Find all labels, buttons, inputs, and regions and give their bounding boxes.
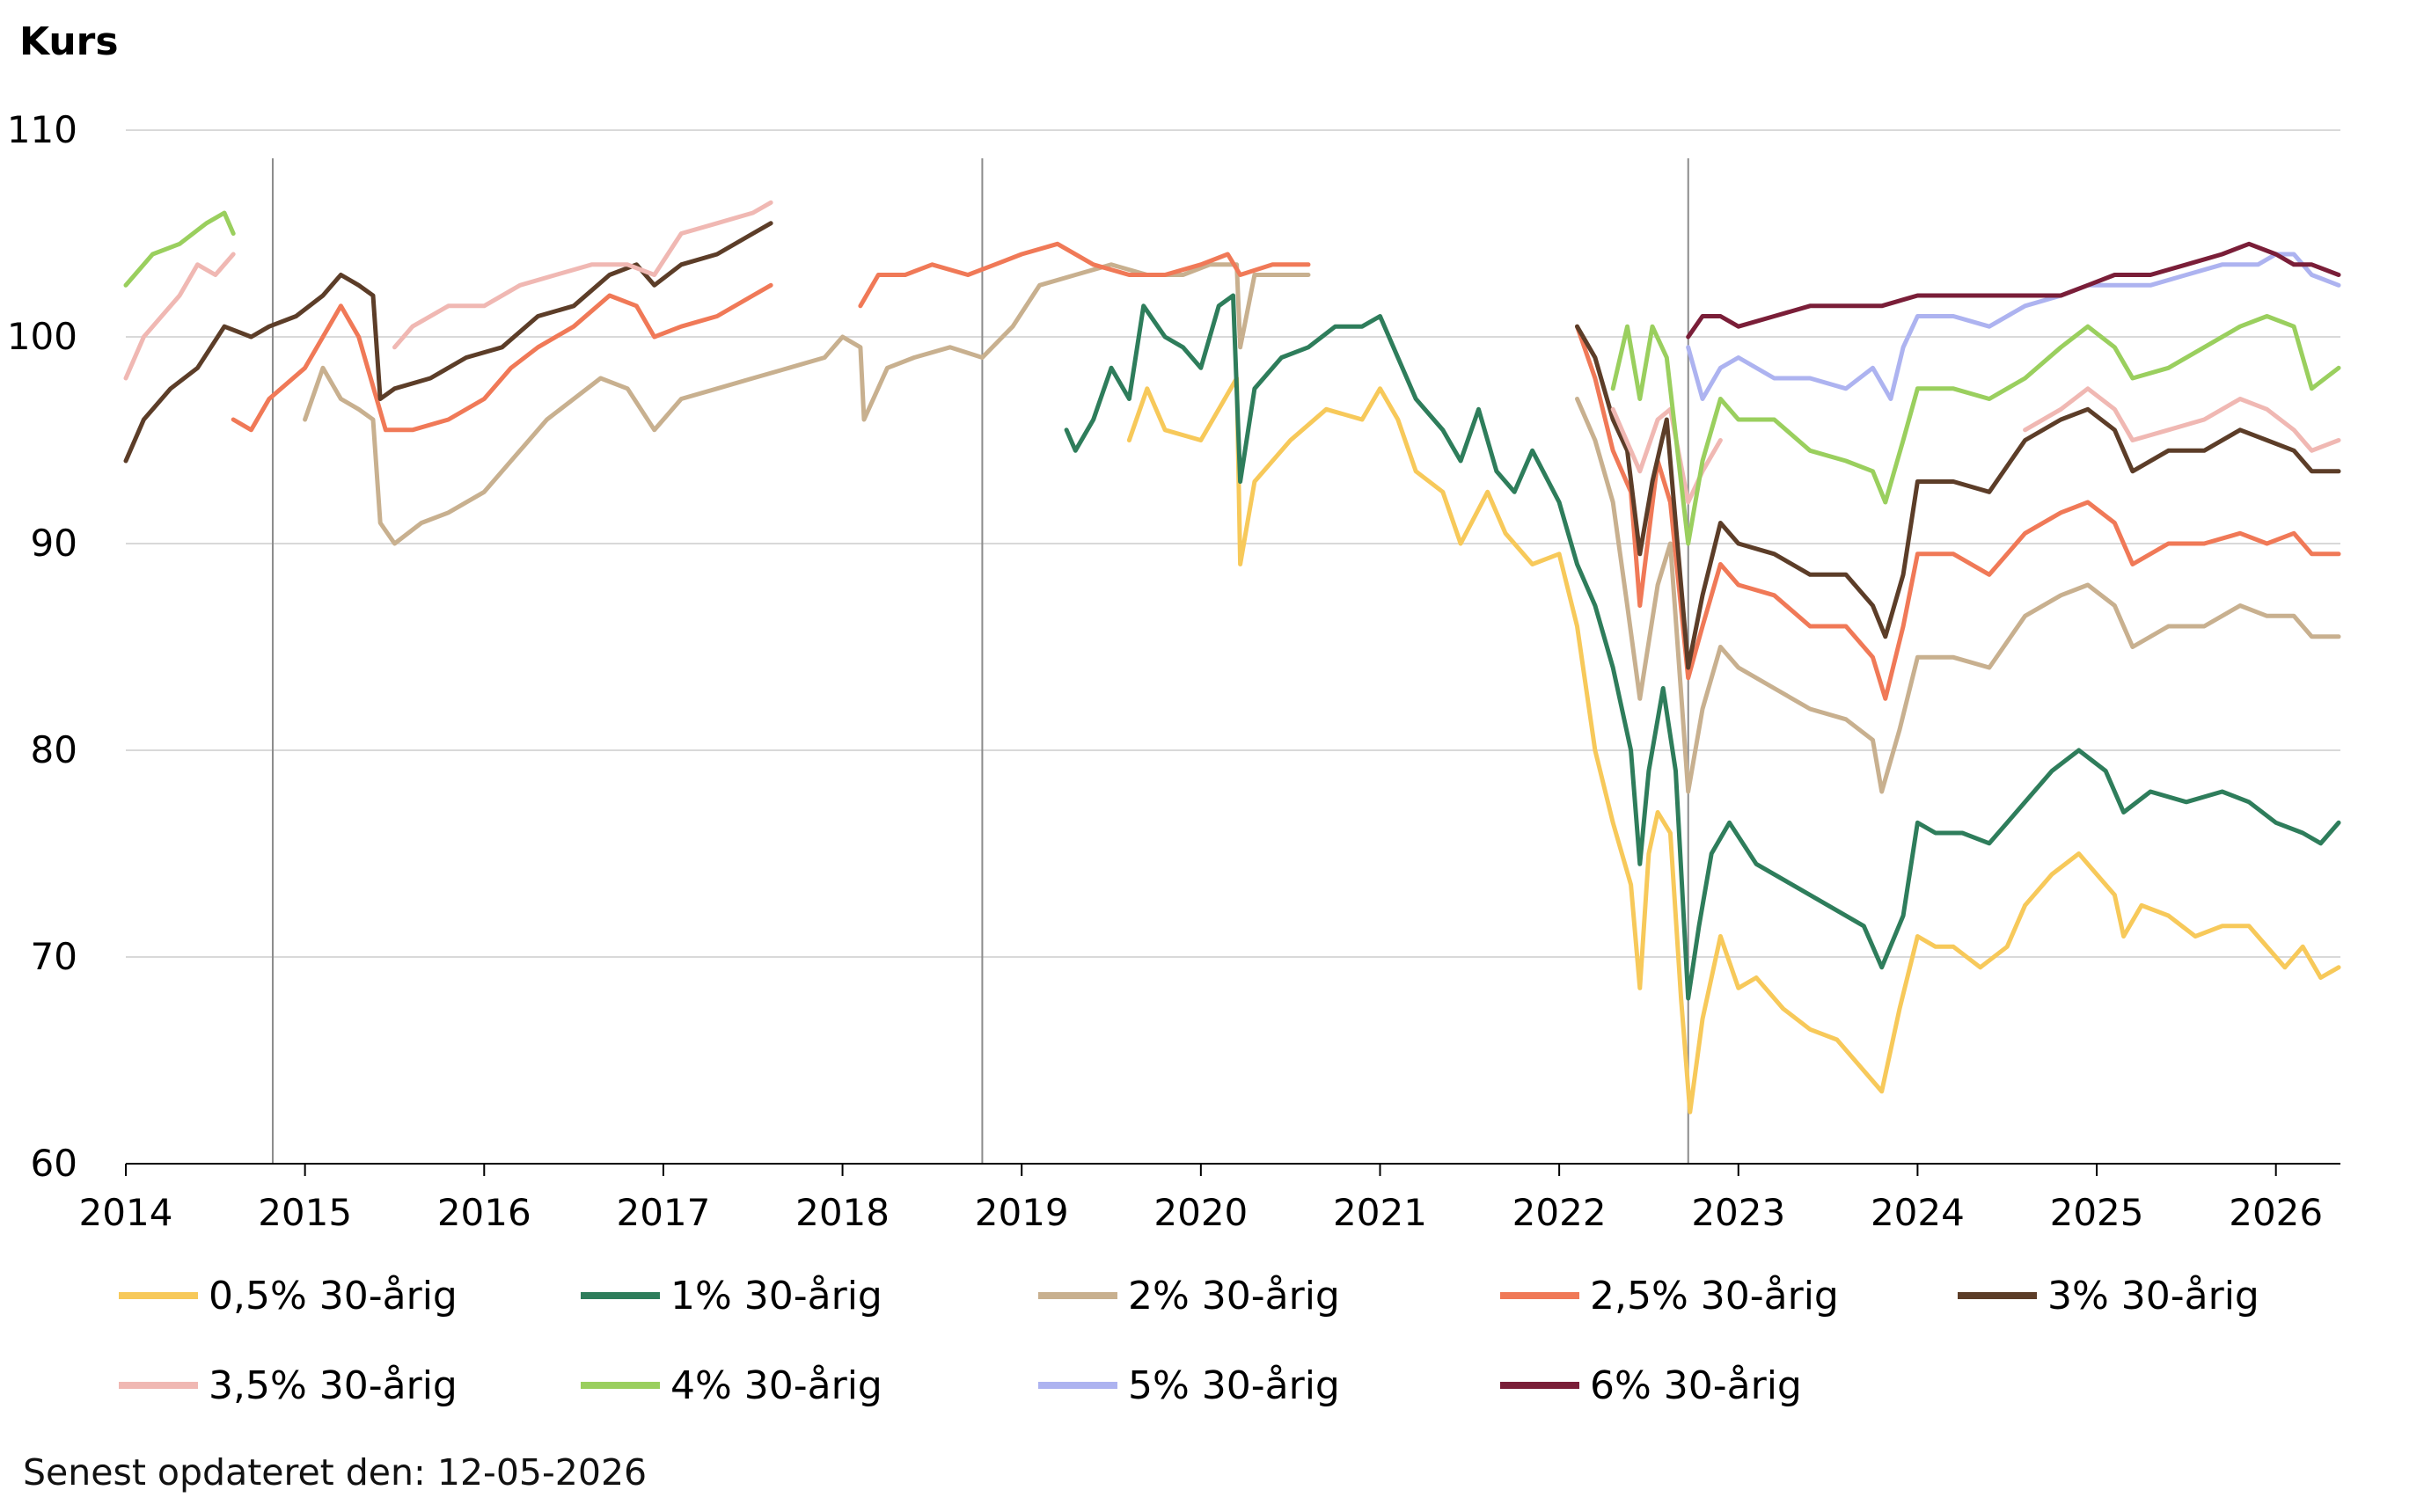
series-line [1575, 397, 2341, 794]
series-4 [231, 241, 2341, 701]
x-tick-label: 2016 [437, 1191, 531, 1234]
x-tick-label: 2019 [975, 1191, 1069, 1234]
series-5 [123, 221, 2341, 670]
series-9 [1686, 241, 2341, 340]
series-line [1686, 241, 2341, 340]
x-tick-label: 2015 [258, 1191, 352, 1234]
series-2 [1064, 293, 2341, 1001]
x-tick-label: 2022 [1512, 1191, 1607, 1234]
series-8 [1686, 252, 2341, 401]
x-tick-label: 2024 [1871, 1191, 1965, 1234]
x-tick-label: 2017 [616, 1191, 710, 1234]
x-tick-label: 2023 [1691, 1191, 1785, 1234]
series-lines [123, 200, 2341, 1114]
x-tick-label: 2014 [79, 1191, 173, 1234]
series-line [858, 241, 1311, 309]
y-tick-label: 90 [31, 522, 77, 565]
series-line [1575, 324, 2341, 701]
y-axis-title: Kurs [19, 19, 119, 64]
gridlines [126, 129, 2340, 958]
series-line [1126, 376, 2341, 1114]
series-line [2023, 386, 2341, 453]
y-tick-label: 60 [31, 1142, 77, 1185]
x-tick-label: 2026 [2229, 1191, 2323, 1234]
series-1 [1126, 376, 2341, 1114]
series-line [1575, 324, 2341, 670]
series-line [392, 200, 773, 350]
series-line [1064, 293, 2341, 1001]
x-tick-label: 2025 [2050, 1191, 2144, 1234]
y-tick-label: 100 [7, 315, 77, 358]
x-tick-label: 2020 [1153, 1191, 1248, 1234]
x-tick-label: 2021 [1333, 1191, 1427, 1234]
series-line [123, 252, 236, 381]
series-line [123, 210, 236, 288]
series-line [1610, 314, 2341, 546]
x-tick-label: 2018 [795, 1191, 890, 1234]
series-line [1686, 252, 2341, 401]
series-7 [123, 210, 2341, 546]
axes: 60 70 80 90 100 110 2014 2015 2016 2017 2018 2019 20… [7, 108, 2340, 1234]
series-line [231, 282, 773, 433]
y-tick-label: 70 [31, 935, 77, 978]
y-tick-label: 110 [7, 108, 77, 151]
vertical-markers [271, 158, 1689, 1164]
series-6 [123, 200, 2341, 505]
series-line [123, 221, 773, 464]
last-updated-note: Senest opdateret den: 12-05-2026 [23, 1451, 648, 1494]
y-tick-label: 80 [31, 728, 77, 771]
